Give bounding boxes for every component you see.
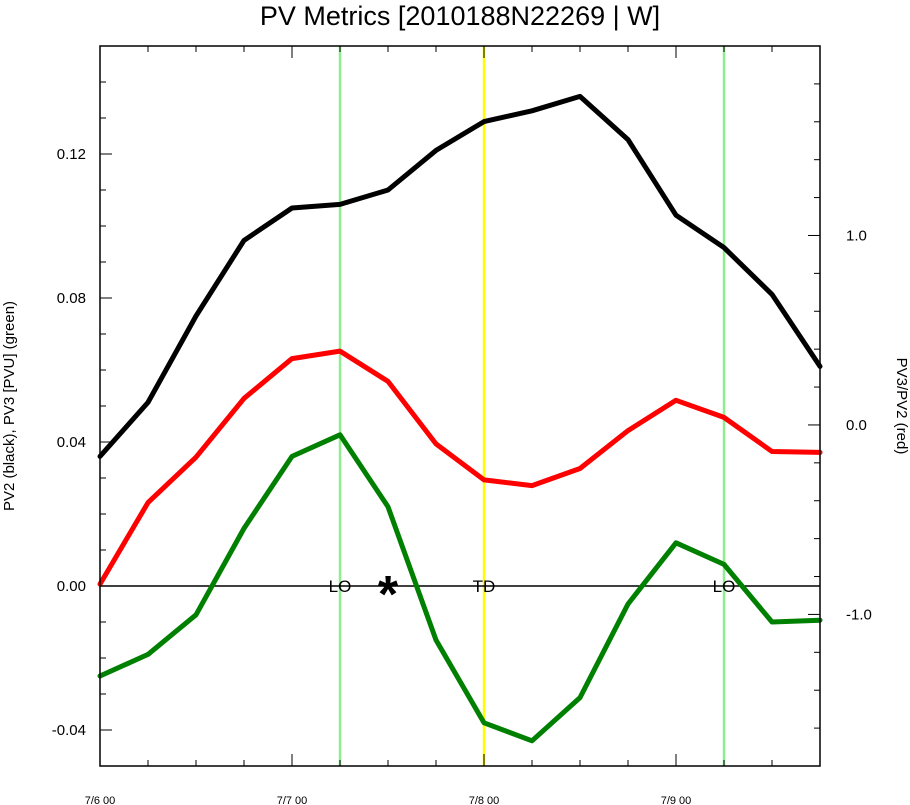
y-tick-label: 0.08 [57,290,86,307]
y2-tick-label: 1.0 [846,227,867,244]
right-axis-title: PV3/PV2 (red) [893,358,910,455]
event-label-1: LO [329,577,352,596]
series-line-3 [97,348,823,587]
chart-annotations: LO TD LO * [329,566,736,624]
chart-axes: 7/6 00 7/7 00 7/8 00 7/9 00 -0.04 0.00 0.04 0.0… [52,45,872,805]
x-tick-label: 7/7 00 [277,795,308,805]
event-label-3: LO [713,577,736,596]
series-line-2 [97,432,823,744]
event-vertical-lines [338,46,726,766]
y-tick-label: 0.00 [57,578,86,595]
chart-series [97,93,823,744]
x-tick-label: 7/6 00 [85,795,116,805]
plot-frame [99,45,821,767]
y-tick-label: -0.04 [52,722,86,739]
series-line-1 [97,93,823,459]
marker-asterisk: * [378,566,399,624]
chart-title: PV Metrics [2010188N22269 | W] [260,1,660,31]
y2-tick-label: 0.0 [846,417,867,434]
x-tick-label: 7/8 00 [469,795,500,805]
y-tick-label: 0.12 [57,146,86,163]
y-tick-label: 0.04 [57,434,86,451]
x-tick-label: 7/9 00 [661,795,692,805]
left-axis-title: PV2 (black), PV3 [PVU] (green) [1,301,18,511]
y2-tick-label: -1.0 [846,606,872,623]
event-label-2: TD [473,577,496,596]
